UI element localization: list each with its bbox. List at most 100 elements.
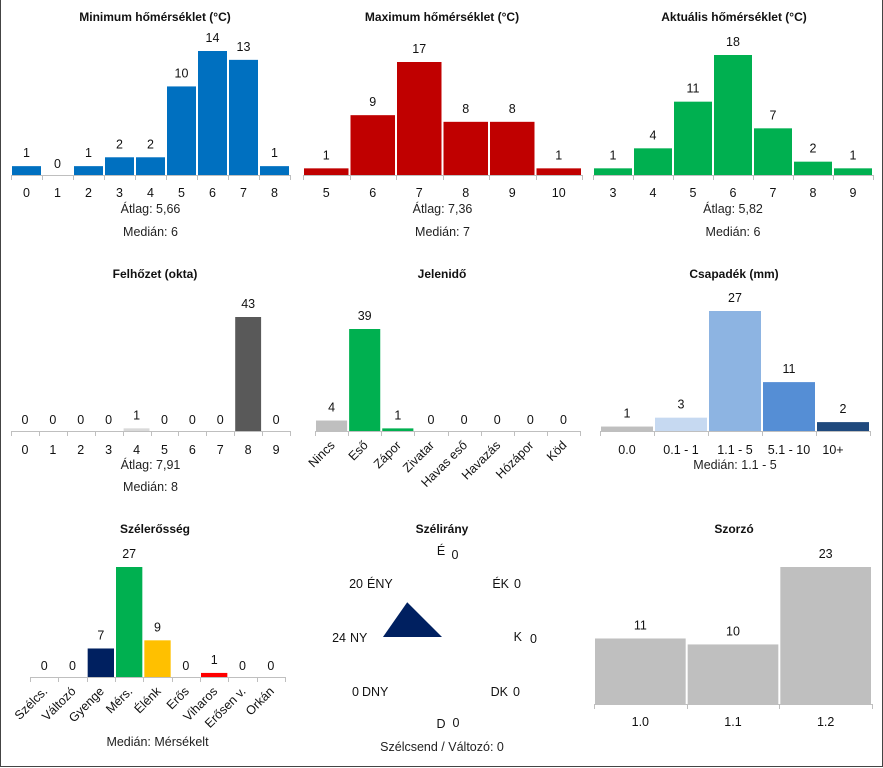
x-tick-label: 5 xyxy=(323,186,330,200)
wind-direction-polygon xyxy=(382,602,442,637)
bar xyxy=(714,55,752,175)
x-tick-label: Eső xyxy=(346,438,371,463)
data-label: 2 xyxy=(116,137,123,151)
data-label: 11 xyxy=(634,618,647,632)
data-label: 0 xyxy=(560,413,567,427)
x-tick-label: 1.2 xyxy=(817,715,834,729)
x-tick-label: Zápor xyxy=(371,438,404,471)
data-label: 0 xyxy=(267,659,274,673)
x-tick-label: 10+ xyxy=(822,443,843,457)
direction-label: DNY xyxy=(362,685,389,699)
bar xyxy=(74,166,103,175)
data-label: 18 xyxy=(726,35,740,49)
bar xyxy=(349,329,381,431)
calm-count: Szélcsend / Változó: 0 xyxy=(380,740,504,754)
chart-2: Aktuális hőmérséklet (°C) 1 3 4 4 11 5 18 6 7 7 2 8 1… xyxy=(593,10,874,239)
data-label: 0 xyxy=(21,413,28,427)
bar xyxy=(12,166,41,175)
x-tick-label: 10 xyxy=(552,186,566,200)
data-label: 10 xyxy=(175,66,189,80)
bar xyxy=(834,168,872,175)
data-label: 1 xyxy=(271,146,278,160)
data-label: 1 xyxy=(211,653,218,667)
bar xyxy=(763,382,815,431)
summary-stat: Medián: 8 xyxy=(123,480,178,494)
data-label: 39 xyxy=(358,309,372,323)
x-tick-label: Köd xyxy=(544,438,570,464)
x-tick-label: Orkán xyxy=(243,684,277,718)
x-tick-label: 2 xyxy=(85,186,92,200)
bar xyxy=(144,640,171,677)
direction-count: 0 xyxy=(530,632,537,646)
direction-label: ÉNY xyxy=(367,576,393,591)
direction-count: 24 xyxy=(332,631,346,645)
x-tick-label: 5.1 - 10 xyxy=(768,443,810,457)
data-label: 1 xyxy=(624,407,631,421)
data-label: 1 xyxy=(850,148,857,162)
chart-4: Jelenidő4Nincs39Eső1Zápor0Zivatar0Havas … xyxy=(306,267,581,490)
data-label: 0 xyxy=(494,413,501,427)
data-label: 8 xyxy=(509,102,516,116)
x-tick-label: 6 xyxy=(369,186,376,200)
x-tick-label: 8 xyxy=(245,443,252,457)
bar xyxy=(136,157,165,175)
bar xyxy=(229,59,258,175)
bar xyxy=(116,567,143,677)
data-label: 2 xyxy=(147,137,154,151)
data-label: 1 xyxy=(323,148,330,162)
data-label: 11 xyxy=(687,82,700,96)
chart-5: Csapadék (mm) 1 0.0 3 0.1 - 1 27 1.1 - 5 11 5.1 … xyxy=(600,267,871,472)
data-label: 0 xyxy=(161,413,168,427)
x-tick-label: 8 xyxy=(462,186,469,200)
data-label: 0 xyxy=(41,659,48,673)
x-tick-label: 7 xyxy=(416,186,423,200)
data-label: 43 xyxy=(241,297,255,311)
bar xyxy=(634,148,672,175)
chart-title: Aktuális hőmérséklet (°C) xyxy=(661,10,807,24)
data-label: 2 xyxy=(840,402,847,416)
summary-stat: Átlag: 5,82 xyxy=(703,201,763,216)
summary-stat: Medián: 1.1 - 5 xyxy=(693,458,776,472)
chart-title: Csapadék (mm) xyxy=(689,267,778,281)
data-label: 0 xyxy=(69,659,76,673)
bar xyxy=(780,567,871,704)
chart-1: Maximum hőmérséklet (°C) 1 5 9 6 17 7 8 8 8 9 1 10 Át… xyxy=(303,10,583,239)
data-label: 9 xyxy=(154,620,161,634)
bar xyxy=(601,426,653,431)
bar xyxy=(687,644,779,704)
data-label: 14 xyxy=(206,31,220,45)
data-label: 13 xyxy=(237,40,251,54)
data-label: 4 xyxy=(650,128,657,142)
data-label: 17 xyxy=(412,42,426,56)
x-tick-label: 1.1 xyxy=(724,715,741,729)
data-label: 1 xyxy=(133,408,140,422)
data-label: 7 xyxy=(97,628,104,642)
bar xyxy=(536,168,581,175)
bar xyxy=(167,86,196,175)
data-label: 3 xyxy=(678,398,685,412)
x-tick-label: 7 xyxy=(240,186,247,200)
direction-label: DK xyxy=(491,685,509,699)
direction-count: 0 xyxy=(352,685,359,699)
x-tick-label: 0.0 xyxy=(618,443,635,457)
data-label: 0 xyxy=(77,413,84,427)
direction-count: 0 xyxy=(453,716,460,730)
summary-stat: Átlag: 7,91 xyxy=(121,457,181,472)
x-tick-label: 7 xyxy=(217,443,224,457)
x-tick-label: 4 xyxy=(650,186,657,200)
x-tick-label: 3 xyxy=(105,443,112,457)
data-label: 0 xyxy=(217,413,224,427)
x-tick-label: 2 xyxy=(77,443,84,457)
x-tick-label: 1.1 - 5 xyxy=(717,443,752,457)
x-tick-label: 8 xyxy=(810,186,817,200)
data-label: 0 xyxy=(461,413,468,427)
x-tick-label: 1 xyxy=(49,443,56,457)
direction-label: D xyxy=(436,717,445,731)
direction-label: NY xyxy=(350,631,368,645)
chart-title: Szorzó xyxy=(714,522,753,536)
direction-count: 20 xyxy=(349,577,363,591)
data-label: 0 xyxy=(182,659,189,673)
x-tick-label: 1 xyxy=(54,186,61,200)
direction-count: 0 xyxy=(452,548,459,562)
chart-6: Szélerősség0Szélcs.0Változó7Gyenge27Mérs… xyxy=(12,522,286,749)
